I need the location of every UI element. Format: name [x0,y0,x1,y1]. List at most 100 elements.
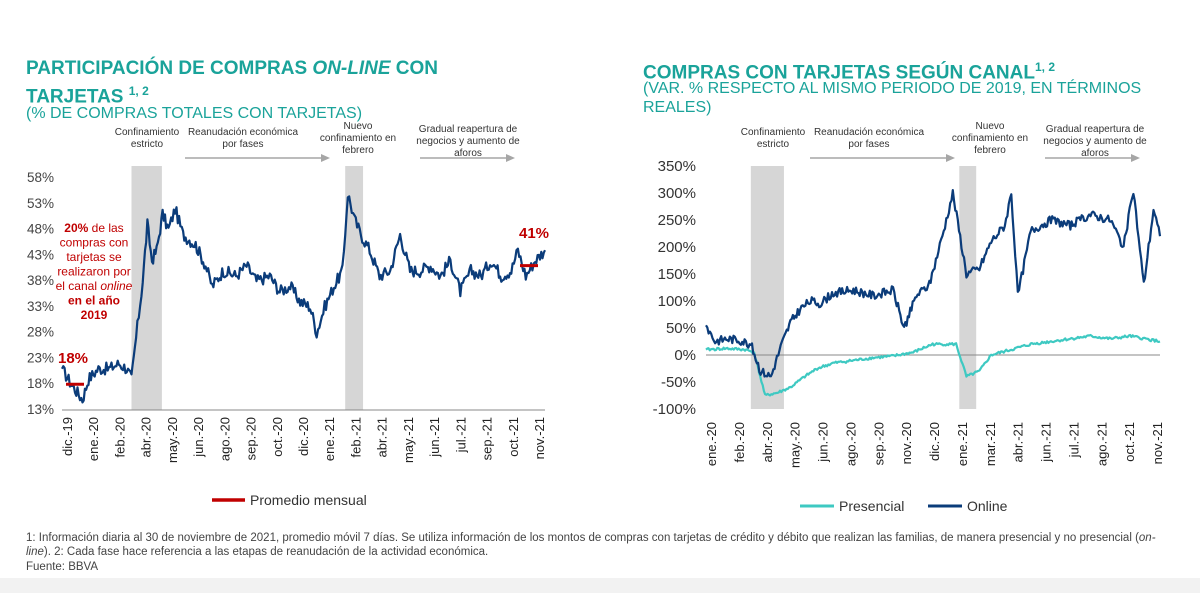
right-y-tick-8: 300% [658,185,696,202]
left-annotation-text-line-1: compras con [60,236,129,250]
left-x-tick-18: nov.-21 [532,417,547,459]
right-y-tick-4: 100% [658,293,696,310]
left-annotation-seg-5-0: en el año [68,294,120,308]
right-x-tick-14: ago.-21 [1094,422,1109,466]
left-x-tick-7: sep.-20 [244,417,259,460]
left-annotation-text-line-3: realizaron por [57,265,130,279]
left-annotation-text-line-6: 2019 [81,308,108,322]
right-x-tick-16: nov.-21 [1150,422,1165,464]
right-x-tick-4: jun.-20 [816,422,831,463]
left-x-tick-3: abr.-20 [139,417,154,457]
footnote-part-b: ). 2: Cada fase hace referencia a las et… [43,546,489,558]
left-title-part-a: PARTICIPACIÓN DE COMPRAS [26,58,313,79]
left-annotation-seg-4-0: el canal [56,279,101,293]
right-x-tick-6: sep.-20 [871,422,886,465]
right-chart-subtitle: (VAR. % RESPECTO AL MISMO PERIODO DE 201… [643,79,1141,117]
source-text: Fuente: BBVA [26,561,99,573]
left-legend-label: Promedio mensual [250,492,367,508]
right-subtitle-line1: (VAR. % RESPECTO AL MISMO PERIODO DE 201… [643,80,1142,97]
left-annotation-seg-4-1: online [100,279,132,293]
right-phase-reapertura-line-1: negocios y aumento de [1043,136,1147,147]
left-y-tick-8: 53% [27,196,54,211]
right-legend-presencial-label: Presencial [839,498,904,514]
right-x-tick-15: oct.-21 [1122,422,1137,462]
left-annotation-text-line-0: 20% de las [64,221,123,235]
left-annotation-seg-2-0: tarjetas se [66,250,122,264]
left-annotation-18: 18% [58,350,88,367]
right-y-tick-9: 350% [658,158,696,175]
right-x-tick-12: jun.-21 [1039,422,1054,463]
right-phase-confinamiento-line-0: Confinamiento [741,127,806,138]
right-subtitle-line2: REALES) [643,99,712,116]
right-y-tick-6: 200% [658,239,696,256]
right-phase-nuevo-confinamiento-line-0: Nuevo [976,121,1005,132]
left-annotation-seg-1-0: compras con [60,236,129,250]
right-phase-reapertura-line-2: aforos [1081,148,1109,159]
left-series-online-line [61,195,546,404]
footnote-italic: on-line [26,532,1156,558]
right-phase-reanudacion-line-1: por fases [848,139,889,150]
right-x-tick-11: abr.-21 [1011,422,1026,462]
left-x-tick-2: feb.-20 [112,417,127,457]
left-x-tick-10: ene.-21 [322,417,337,461]
right-title-sup: 1, 2 [1034,60,1055,74]
right-x-tick-2: abr.-20 [760,422,775,462]
left-phase-reanudacion-line-0: Reanudación económica [188,127,299,138]
left-annotation-text-line-4: el canal online [56,279,133,293]
left-y-tick-3: 28% [27,325,54,340]
left-phase-arrowhead-0 [321,154,330,162]
footnote-part-a: 1: Información diaria al 30 de noviembre… [26,532,1139,544]
left-title-part-c: CON [390,58,439,79]
right-phase-confinamiento-line-1: estricto [757,139,790,150]
bottom-bar [0,578,1200,593]
right-phase-reapertura-line-0: Gradual reapertura de [1046,124,1145,135]
left-y-tick-2: 23% [27,350,54,365]
left-chart-subtitle: (% DE COMPRAS TOTALES CON TARJETAS) [26,105,363,122]
left-x-tick-1: ene.-20 [86,417,101,461]
left-phase-reanudacion-line-1: por fases [222,139,263,150]
right-phase-nuevo-confinamiento-line-2: febrero [974,145,1006,156]
left-x-tick-15: jul.-21 [453,417,468,453]
left-title-sup: 1, 2 [128,84,149,98]
left-x-tick-11: feb.-21 [348,417,363,457]
left-y-tick-5: 38% [27,273,54,288]
left-y-tick-7: 48% [27,222,54,237]
left-x-tick-4: may.-20 [165,417,180,463]
left-y-tick-4: 33% [27,299,54,314]
left-x-tick-16: sep.-21 [480,417,495,460]
right-y-tick-3: 50% [666,320,696,337]
right-series-online-line [705,189,1162,378]
right-shaded-feb-lockdown [959,166,977,409]
right-y-tick-1: -50% [661,374,696,391]
left-phase-reapertura-line-1: negocios y aumento de [416,136,520,147]
right-chart-title: COMPRAS CON TARJETAS SEGÚN CANAL1, 2 [643,56,1183,84]
right-shaded-lockdown [750,166,784,409]
right-y-tick-7: 250% [658,212,696,229]
left-x-tick-13: may.-21 [401,417,416,463]
left-x-tick-6: ago.-20 [217,417,232,461]
right-x-tick-5: ago.-20 [843,422,858,466]
left-annotation-seg-0-0: 20% [64,221,88,235]
left-phase-nuevo-confinamiento-line-2: febrero [342,145,374,156]
right-y-tick-2: 0% [674,347,696,364]
right-x-tick-9: ene.-21 [955,422,970,466]
left-annotation-41: 41% [519,225,549,242]
right-y-tick-5: 150% [658,266,696,283]
right-x-tick-8: dic.-20 [927,422,942,461]
right-x-tick-7: nov.-20 [899,422,914,464]
right-phase-arrowhead-0 [946,154,955,162]
left-phase-nuevo-confinamiento-line-0: Nuevo [344,121,373,132]
footnote: 1: Información diaria al 30 de noviembre… [26,531,1176,559]
left-annotation-seg-3-0: realizaron por [57,265,130,279]
left-annotation-seg-0-1: de las [88,221,123,235]
left-phase-nuevo-confinamiento-line-1: confinamiento en [320,133,396,144]
left-annotation-seg-6-0: 2019 [81,308,108,322]
left-annotation-text-line-5: en el año [68,294,120,308]
left-x-tick-14: jun.-21 [427,417,442,458]
left-phase-reapertura-line-2: aforos [454,148,482,159]
left-x-tick-12: abr.-21 [375,417,390,457]
right-phase-arrowhead-1 [1131,154,1140,162]
right-x-tick-13: jul.-21 [1066,422,1081,458]
left-phase-confinamiento-line-1: estricto [131,139,164,150]
right-phase-nuevo-confinamiento-line-1: confinamiento en [952,133,1028,144]
